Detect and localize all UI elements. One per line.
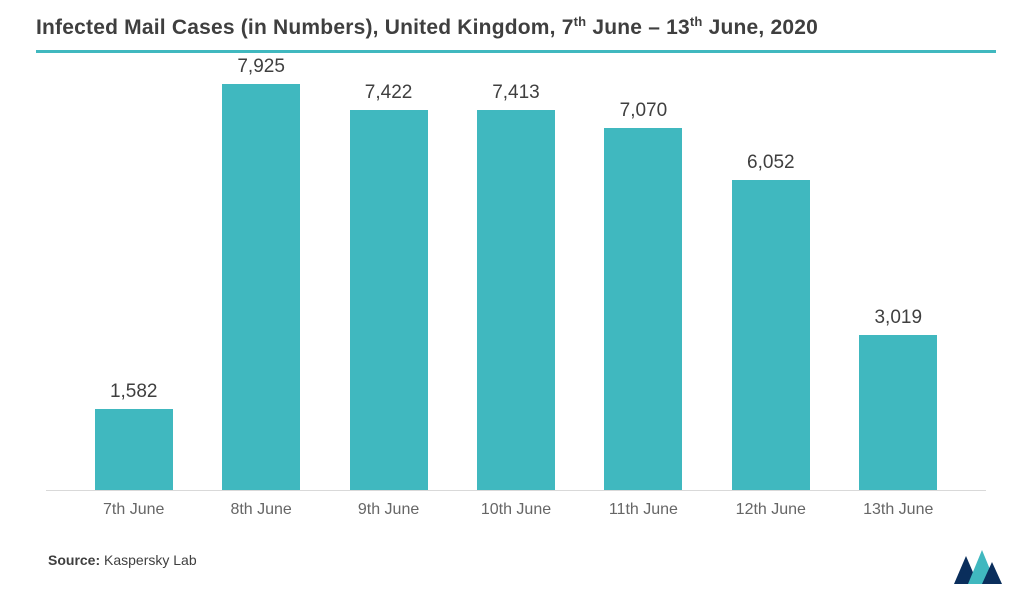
chart-area: 1,5827,9257,4227,4137,070 6,052 3,019 7th … bbox=[46, 81, 986, 521]
bar bbox=[859, 335, 937, 490]
x-tick-label: 13th June bbox=[835, 501, 962, 519]
bar-slot: 7,413 bbox=[452, 81, 579, 490]
bar bbox=[732, 180, 810, 490]
x-tick-label: 7th June bbox=[70, 501, 197, 519]
bar-value-label: 7,422 bbox=[325, 82, 452, 104]
bar-slot: 3,019 bbox=[835, 81, 962, 490]
bar bbox=[95, 409, 173, 490]
bar-slot: 7,070 bbox=[580, 81, 707, 490]
chart-container: Infected Mail Cases (in Numbers), United… bbox=[0, 0, 1016, 596]
bar bbox=[222, 84, 300, 490]
title-row: Infected Mail Cases (in Numbers), United… bbox=[36, 14, 996, 53]
bar bbox=[604, 128, 682, 490]
bar-value-label: 7,070 bbox=[580, 100, 707, 122]
bar-value-label: 3,019 bbox=[835, 307, 962, 329]
bar-slot: 7,925 bbox=[197, 81, 324, 490]
mordor-logo-icon bbox=[954, 548, 1002, 584]
bar bbox=[350, 110, 428, 490]
chart-title: Infected Mail Cases (in Numbers), United… bbox=[36, 14, 996, 53]
x-tick-label: 11th June bbox=[580, 501, 707, 519]
bar-value-label: 1,582 bbox=[70, 381, 197, 403]
x-tick-label: 12th June bbox=[707, 501, 834, 519]
bar-slot: 7,422 bbox=[325, 81, 452, 490]
source-value: Kaspersky Lab bbox=[100, 552, 197, 568]
bar-slot: 6,052 bbox=[707, 81, 834, 490]
x-tick-label: 9th June bbox=[325, 501, 452, 519]
bar-value-label: 6,052 bbox=[707, 152, 834, 174]
source-footer: Source: Kaspersky Lab bbox=[48, 552, 197, 568]
x-tick-label: 8th June bbox=[197, 501, 324, 519]
bar-value-label: 7,925 bbox=[197, 56, 324, 78]
bar bbox=[477, 110, 555, 490]
plot-region: 1,5827,9257,4227,4137,070 6,052 3,019 bbox=[46, 81, 986, 491]
bar-slot: 1,582 bbox=[70, 81, 197, 490]
bar-value-label: 7,413 bbox=[452, 82, 579, 104]
x-axis: 7th June8th June9th June10th June11th Ju… bbox=[46, 491, 986, 519]
source-label: Source: bbox=[48, 552, 100, 568]
x-tick-label: 10th June bbox=[452, 501, 579, 519]
